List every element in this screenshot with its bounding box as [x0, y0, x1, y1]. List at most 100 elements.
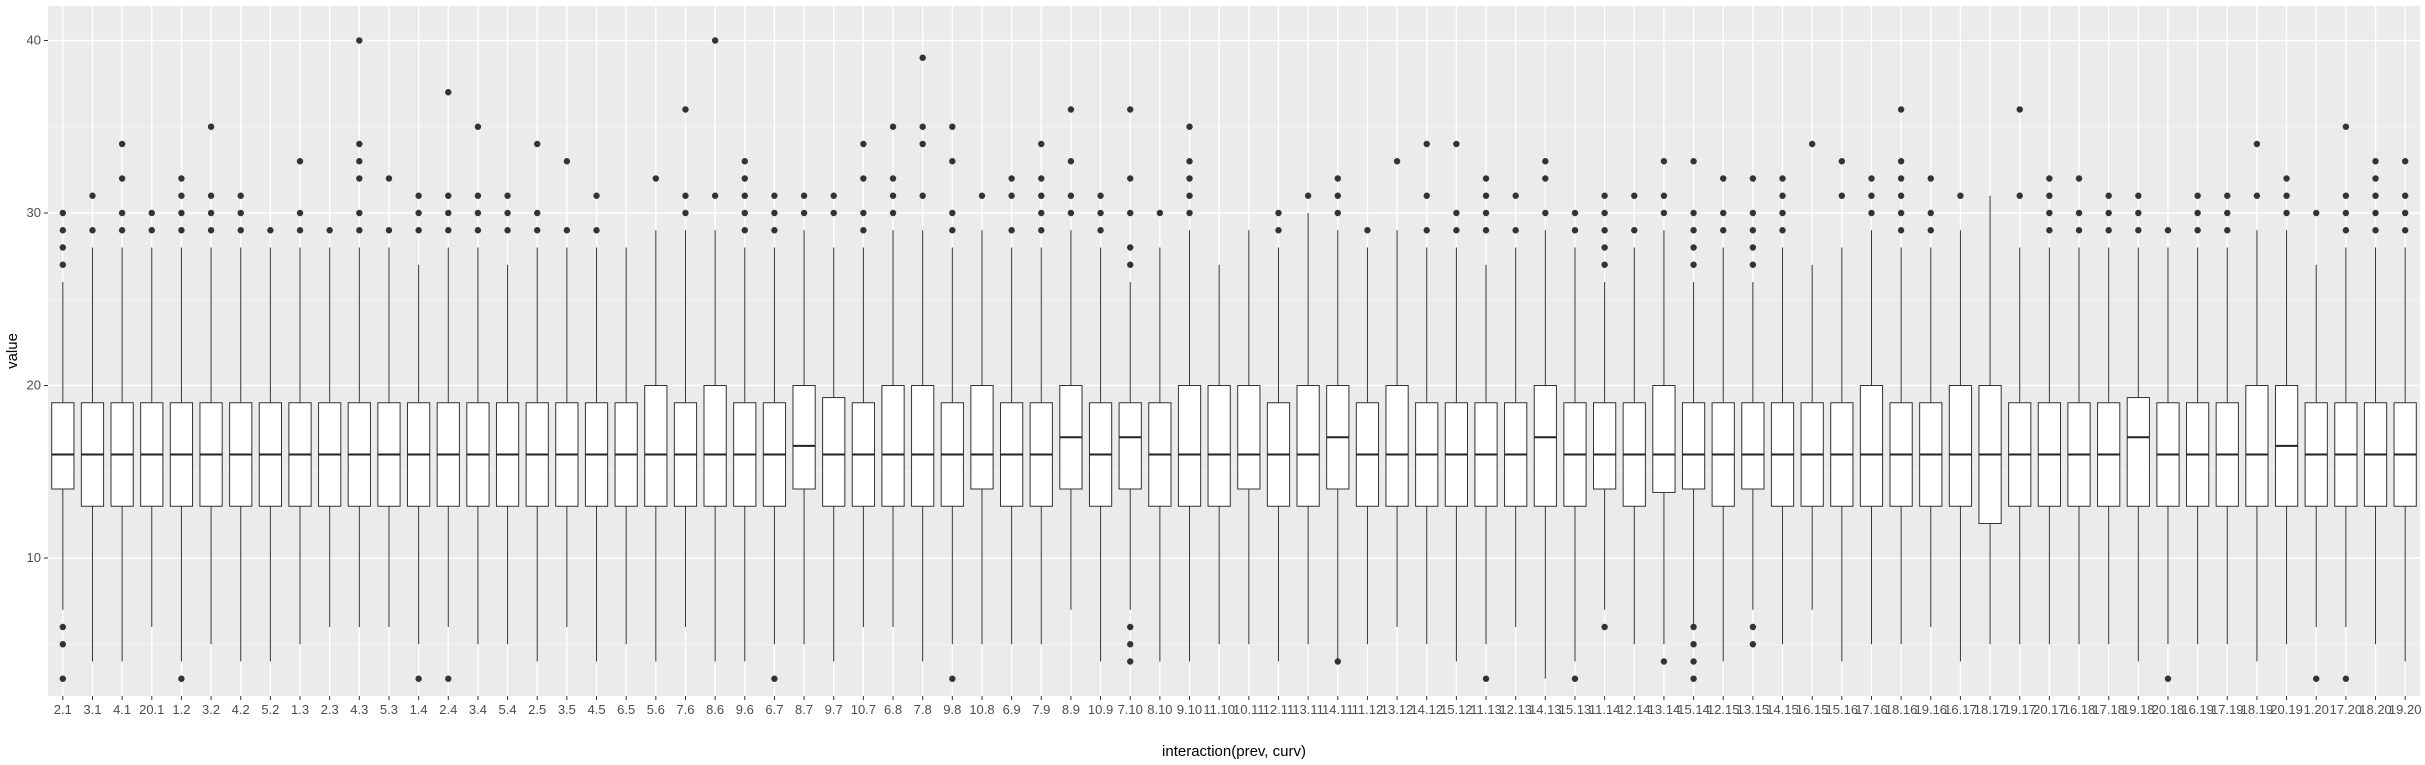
- box-group: [229, 192, 253, 662]
- outlier-point: [148, 209, 155, 217]
- box-iqr: [2245, 385, 2269, 507]
- box-group: [1622, 192, 1646, 645]
- box-group: [792, 192, 816, 645]
- outlier-point: [1482, 675, 1490, 682]
- x-tick-label: 15.13: [1559, 702, 1592, 717]
- x-tick-label: 9.7: [825, 702, 843, 717]
- box-group: [1563, 209, 1587, 682]
- outlier-point: [563, 227, 571, 234]
- outlier-point: [1660, 209, 1668, 217]
- outlier-point: [682, 192, 689, 199]
- outlier-point: [2075, 209, 2083, 217]
- box-group: [80, 192, 105, 662]
- outlier-point: [2401, 227, 2409, 234]
- outlier-point: [415, 192, 422, 199]
- outlier-point: [1749, 227, 1757, 234]
- outlier-point: [534, 209, 541, 217]
- outlier-point: [1897, 158, 1905, 165]
- x-tick-label: 20.17: [2033, 702, 2066, 717]
- outlier-point: [741, 158, 748, 165]
- box-iqr: [2126, 397, 2150, 507]
- x-tick-label: 12.13: [1499, 702, 1532, 717]
- outlier-point: [178, 209, 185, 217]
- x-tick-label: 6.5: [617, 702, 635, 717]
- box-group: [169, 175, 194, 682]
- box-iqr: [703, 385, 727, 507]
- x-tick-label: 6.9: [1003, 702, 1021, 717]
- x-tick-label: 10.8: [969, 702, 994, 717]
- outlier-point: [1008, 175, 1015, 182]
- outlier-point: [1690, 658, 1697, 665]
- box-group: [1177, 123, 1202, 662]
- outlier-point: [2194, 209, 2201, 217]
- outlier-point: [593, 227, 600, 234]
- outlier-point: [1423, 140, 1430, 148]
- outlier-point: [1690, 158, 1697, 165]
- box-iqr: [1948, 385, 1973, 507]
- x-tick-label: 16.17: [1944, 702, 1977, 717]
- outlier-point: [1304, 192, 1312, 199]
- outlier-point: [1067, 192, 1075, 199]
- box-iqr: [51, 402, 75, 490]
- outlier-point: [1512, 227, 1519, 234]
- box-group: [2186, 192, 2210, 645]
- x-tick-label: 12.14: [1618, 702, 1651, 717]
- outlier-point: [504, 227, 511, 234]
- box-group: [1000, 175, 1024, 645]
- outlier-point: [2342, 123, 2350, 130]
- outlier-point: [2046, 227, 2053, 234]
- outlier-point: [1808, 140, 1816, 148]
- box-group: [911, 54, 935, 662]
- x-tick-label: 13.14: [1648, 702, 1681, 717]
- outlier-point: [711, 37, 719, 44]
- box-group: [495, 192, 520, 645]
- outlier-point: [1690, 261, 1697, 268]
- outlier-point: [385, 227, 393, 234]
- box-group: [1385, 158, 1409, 627]
- outlier-point: [59, 641, 67, 648]
- outlier-point: [800, 192, 808, 199]
- box-group: [2363, 158, 2388, 645]
- x-tick-label: 1.20: [2304, 702, 2329, 717]
- outlier-point: [652, 175, 660, 182]
- outlier-point: [1127, 658, 1134, 665]
- outlier-point: [356, 37, 363, 44]
- outlier-point: [474, 227, 482, 234]
- outlier-point: [919, 54, 926, 61]
- outlier-point: [445, 192, 452, 199]
- outlier-point: [771, 675, 778, 682]
- outlier-point: [1690, 227, 1697, 234]
- box-group: [2304, 209, 2328, 682]
- outlier-point: [1038, 192, 1045, 199]
- box-group: [1444, 140, 1468, 662]
- outlier-point: [2135, 192, 2142, 199]
- box-iqr: [1207, 385, 1231, 507]
- x-tick-label: 5.3: [380, 702, 398, 717]
- outlier-point: [860, 227, 867, 234]
- x-tick-label: 8.7: [795, 702, 813, 717]
- x-tick-label: 19.17: [2003, 702, 2036, 717]
- outlier-point: [1601, 623, 1608, 631]
- box-group: [110, 140, 134, 662]
- outlier-point: [445, 89, 452, 96]
- box-group: [881, 123, 905, 627]
- x-tick-label: 17.16: [1855, 702, 1888, 717]
- x-tick-label: 1.2: [172, 702, 190, 717]
- outlier-point: [2224, 192, 2231, 199]
- outlier-point: [2046, 175, 2053, 182]
- outlier-point: [1482, 192, 1490, 199]
- outlier-point: [2253, 192, 2261, 199]
- box-group: [525, 140, 549, 662]
- box-group: [2037, 175, 2061, 645]
- outlier-point: [178, 192, 185, 199]
- outlier-point: [2105, 209, 2112, 217]
- box-group: [1296, 192, 1320, 645]
- x-tick-label: 2.4: [439, 702, 457, 717]
- outlier-point: [949, 123, 956, 130]
- outlier-point: [385, 175, 393, 182]
- x-tick-label: 11.12: [1352, 702, 1384, 717]
- box-group: [1919, 175, 1943, 627]
- outlier-point: [415, 675, 422, 682]
- outlier-point: [178, 175, 185, 182]
- outlier-point: [2342, 192, 2350, 199]
